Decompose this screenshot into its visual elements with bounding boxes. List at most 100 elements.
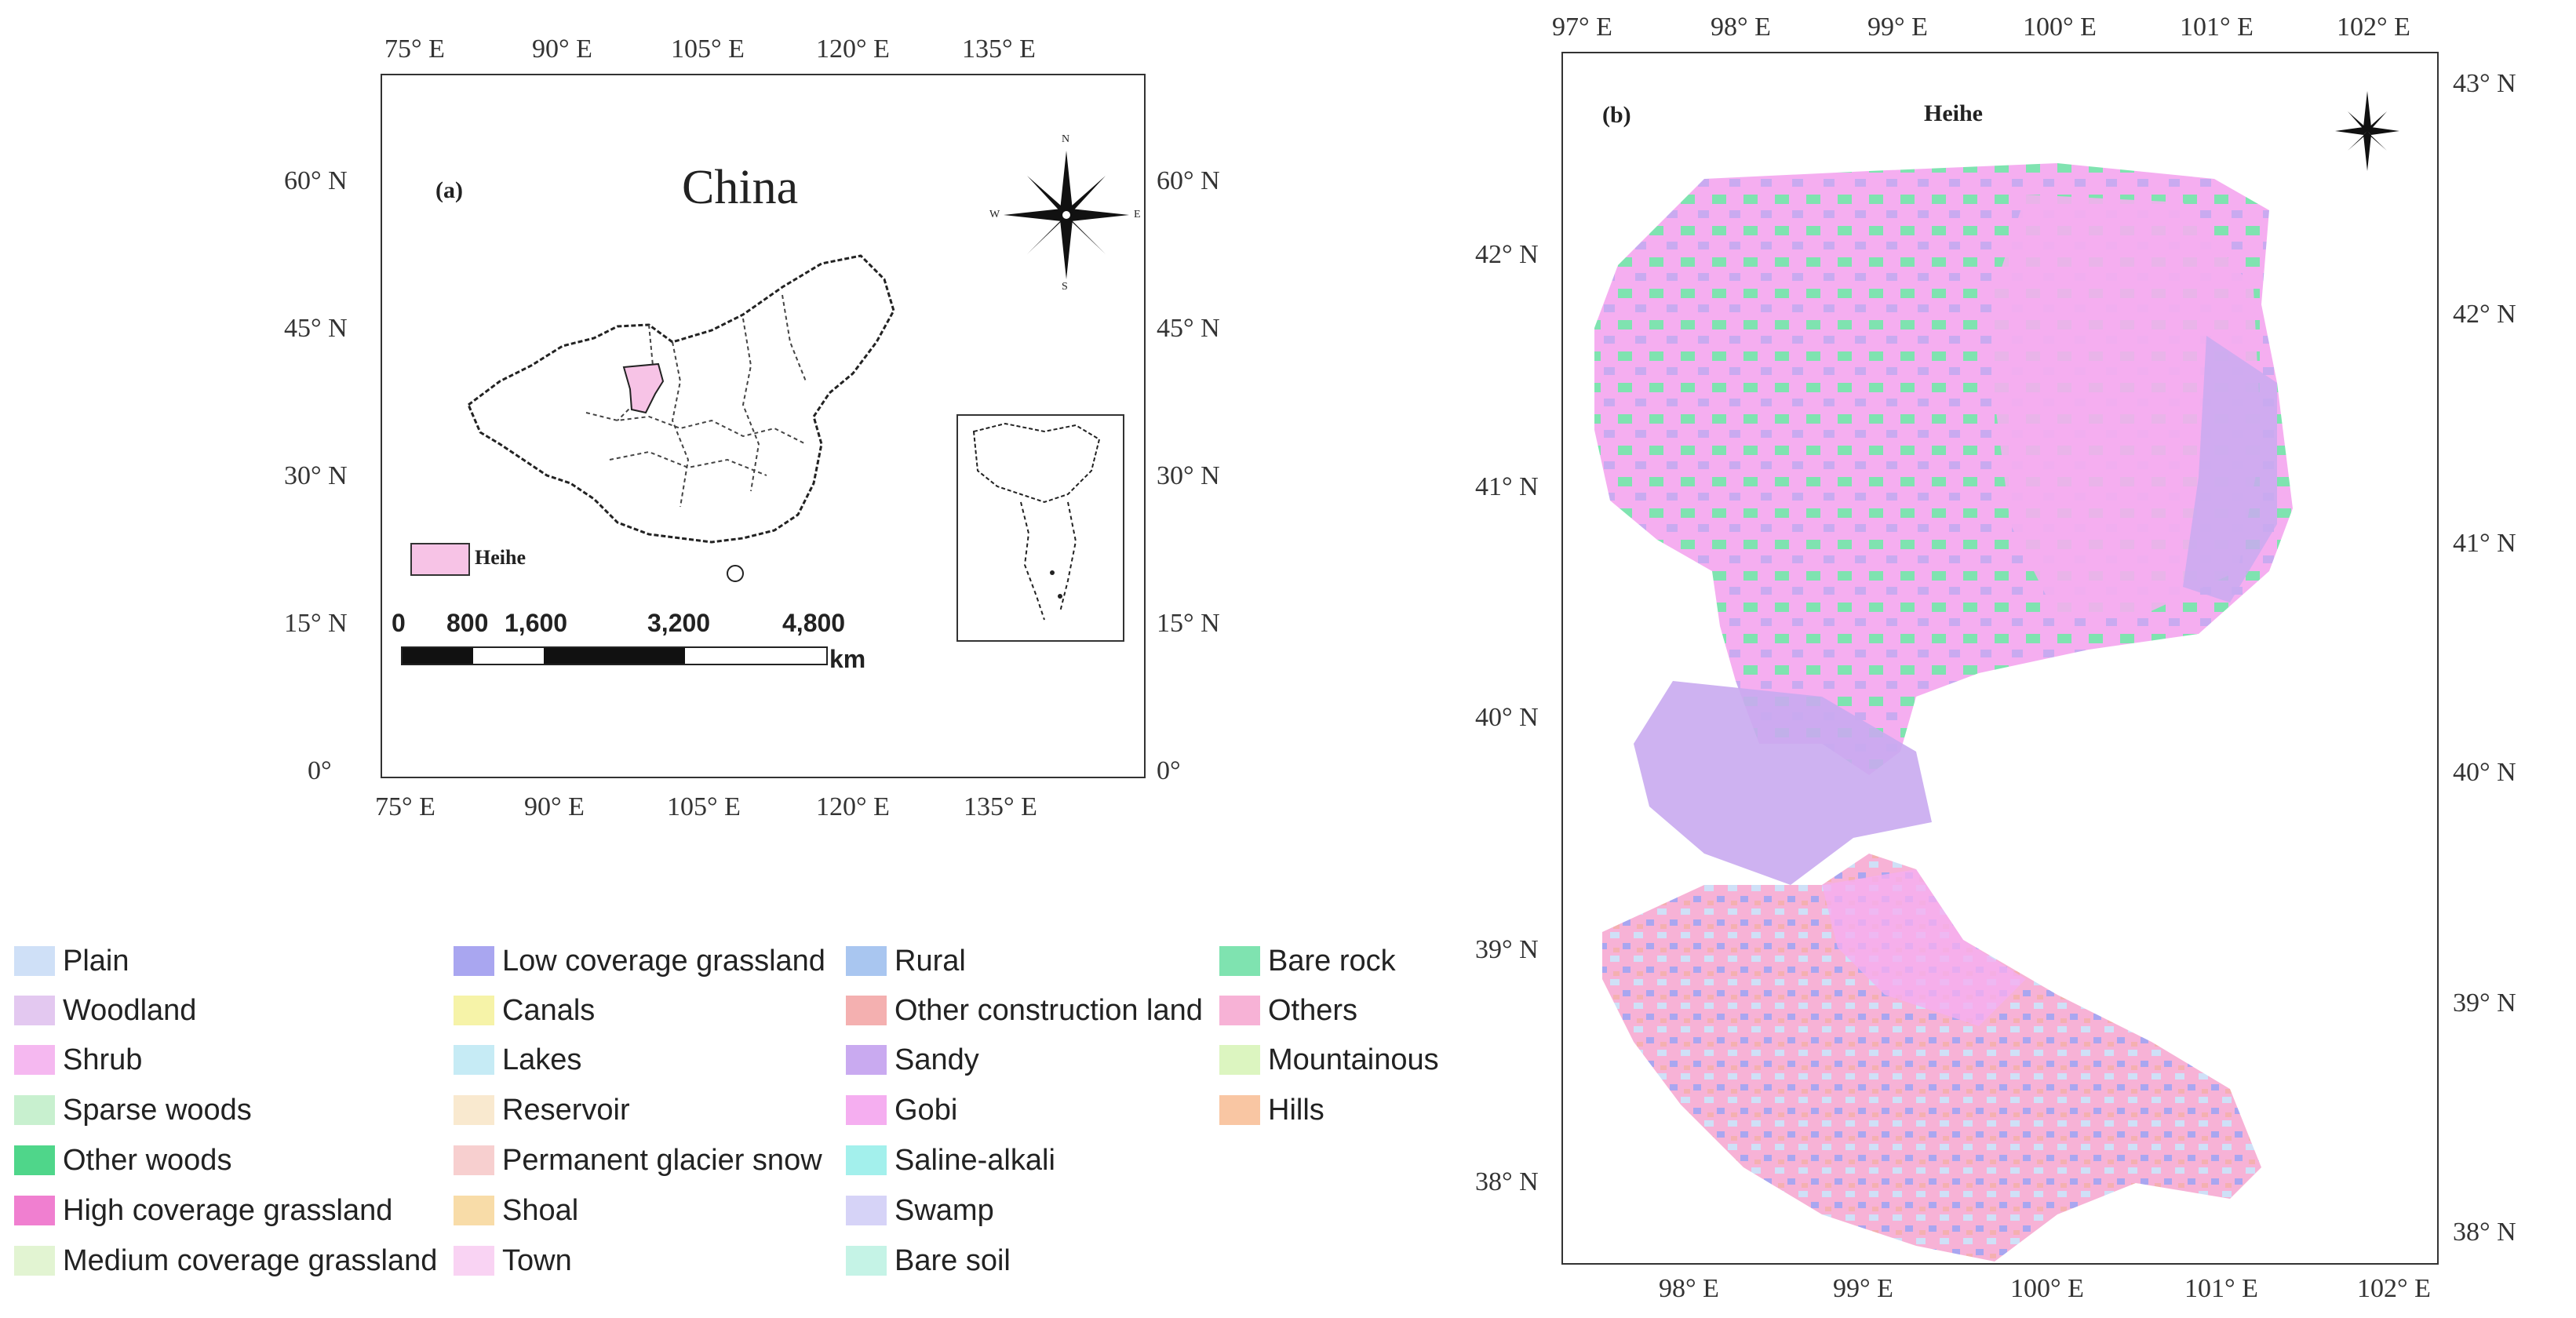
map-b-panel-label: (b) — [1602, 102, 1631, 128]
legend-label: Medium coverage grassland — [63, 1243, 438, 1277]
legend-item-bare-soil: Bare soil — [846, 1243, 1011, 1279]
legend-label: Low coverage grassland — [502, 944, 825, 978]
legend-item-mountainous: Mountainous — [1219, 1042, 1439, 1078]
legend-swatch — [454, 1045, 494, 1075]
map-a-xtick-top-3: 120° E — [816, 35, 890, 64]
map-b-xtick-bottom-3: 101° E — [2184, 1274, 2258, 1303]
scale-num-3: 3,200 — [647, 609, 711, 637]
map-a-xtick-bottom-2: 105° E — [667, 792, 741, 821]
legend-label: Other construction land — [894, 993, 1203, 1027]
legend-swatch — [14, 1246, 55, 1276]
scale-unit: km — [829, 645, 866, 673]
legend-label: Bare rock — [1268, 944, 1396, 978]
legend-label: Shoal — [502, 1193, 579, 1227]
legend-swatch — [846, 1145, 887, 1175]
heihe-land-use-map — [1587, 132, 2395, 1262]
map-b-ytick-right-1: 42° N — [2453, 300, 2516, 329]
legend-swatch — [1219, 946, 1260, 976]
legend-item-bare-rock: Bare rock — [1219, 943, 1396, 979]
legend-item-swamp: Swamp — [846, 1192, 994, 1229]
legend-label: High coverage grassland — [63, 1193, 393, 1227]
legend-swatch — [846, 1045, 887, 1075]
map-b-compass-icon — [2332, 88, 2403, 174]
legend-label: Saline-alkali — [894, 1143, 1055, 1177]
legend-label: Sparse woods — [63, 1093, 252, 1127]
heihe-label: Heihe — [475, 546, 526, 569]
legend-item-permanent-glacier-snow: Permanent glacier snow — [454, 1142, 822, 1178]
compass-rose-icon: N S W E — [989, 133, 1141, 293]
legend-label: Bare soil — [894, 1243, 1011, 1277]
compass-w: W — [989, 209, 1000, 220]
map-b-ytick-left-0: 42° N — [1475, 240, 1539, 269]
map-b-ytick-right-4: 39° N — [2453, 988, 2516, 1018]
legend-label: Plain — [63, 944, 129, 978]
legend-label: Sandy — [894, 1043, 979, 1076]
map-a-title: China — [682, 161, 799, 214]
map-b-xtick-top-1: 98° E — [1711, 13, 1771, 42]
map-a-ytick-left-1: 45° N — [284, 314, 348, 343]
map-b-ytick-left-2: 40° N — [1475, 703, 1539, 732]
legend-label: Reservoir — [502, 1093, 630, 1127]
map-a-ytick-left-3: 15° N — [284, 609, 348, 638]
scale-num-0: 0 — [392, 609, 406, 637]
legend-item-town: Town — [454, 1243, 572, 1279]
legend-item-shoal: Shoal — [454, 1192, 578, 1229]
legend-item-lakes: Lakes — [454, 1042, 581, 1078]
map-b-title: Heihe — [1924, 100, 1983, 126]
legend-item-sandy: Sandy — [846, 1042, 979, 1078]
map-b-xtick-top-5: 102° E — [2337, 13, 2410, 42]
map-a-xtick-bottom-1: 90° E — [524, 792, 585, 821]
scale-bar — [401, 646, 828, 665]
map-b-xtick-top-4: 101° E — [2180, 13, 2254, 42]
legend-swatch — [454, 1095, 494, 1125]
map-b-xtick-bottom-0: 98° E — [1659, 1274, 1719, 1303]
map-b-xtick-top-3: 100° E — [2023, 13, 2097, 42]
map-b-frame: (b) Heihe — [1561, 52, 2439, 1265]
legend-swatch — [454, 1196, 494, 1225]
map-a-ytick-right-1: 45° N — [1157, 314, 1220, 343]
legend-swatch — [846, 946, 887, 976]
map-a-xtick-top-1: 90° E — [532, 35, 592, 64]
map-b-ytick-right-0: 43° N — [2453, 69, 2516, 98]
scale-num-4: 4,800 — [782, 609, 846, 637]
map-b-ytick-left-3: 39° N — [1475, 935, 1539, 964]
legend-swatch — [846, 1095, 887, 1125]
map-b-xtick-top-2: 99° E — [1867, 13, 1928, 42]
map-a-xtick-top-0: 75° E — [384, 35, 445, 64]
map-a-xtick-top-4: 135° E — [962, 35, 1036, 64]
map-b-ytick-right-5: 38° N — [2453, 1218, 2516, 1247]
legend-swatch — [14, 1196, 55, 1225]
map-b-ytick-right-2: 41° N — [2453, 529, 2516, 558]
legend-item-shrub: Shrub — [14, 1042, 142, 1078]
legend-swatch — [846, 1196, 887, 1225]
legend-item-other-construction-land: Other construction land — [846, 992, 1203, 1029]
legend-item-gobi: Gobi — [846, 1092, 957, 1128]
map-a-ytick-right-0: 60° N — [1157, 166, 1220, 195]
legend-label: Lakes — [502, 1043, 582, 1076]
legend-label: Shrub — [63, 1043, 143, 1076]
legend-item-canals: Canals — [454, 992, 595, 1029]
legend-item-sparse-woods: Sparse woods — [14, 1092, 252, 1128]
legend-label: Rural — [894, 944, 966, 978]
map-b-xtick-bottom-1: 99° E — [1833, 1274, 1893, 1303]
legend-label: Woodland — [63, 993, 197, 1027]
compass-s: S — [1062, 281, 1068, 293]
legend-label: Hills — [1268, 1093, 1324, 1127]
map-a-ytick-right-4: 0° — [1157, 756, 1181, 785]
scale-num-1: 800 — [446, 609, 489, 637]
map-a-xtick-top-2: 105° E — [671, 35, 745, 64]
legend-swatch — [1219, 1095, 1260, 1125]
south-china-sea-inset — [956, 414, 1124, 642]
legend-item-low-coverage-grassland: Low coverage grassland — [454, 943, 825, 979]
map-b-ytick-right-3: 40° N — [2453, 758, 2516, 787]
legend-item-reservoir: Reservoir — [454, 1092, 630, 1128]
map-a-ytick-right-2: 30° N — [1157, 461, 1220, 490]
legend-swatch — [1219, 996, 1260, 1025]
legend-item-plain: Plain — [14, 943, 129, 979]
map-a-xtick-bottom-0: 75° E — [375, 792, 435, 821]
legend-swatch — [846, 996, 887, 1025]
legend-swatch — [454, 996, 494, 1025]
map-a-frame: (a) China N S W E — [381, 74, 1146, 778]
legend-label: Mountainous — [1268, 1043, 1439, 1076]
legend-item-hills: Hills — [1219, 1092, 1324, 1128]
